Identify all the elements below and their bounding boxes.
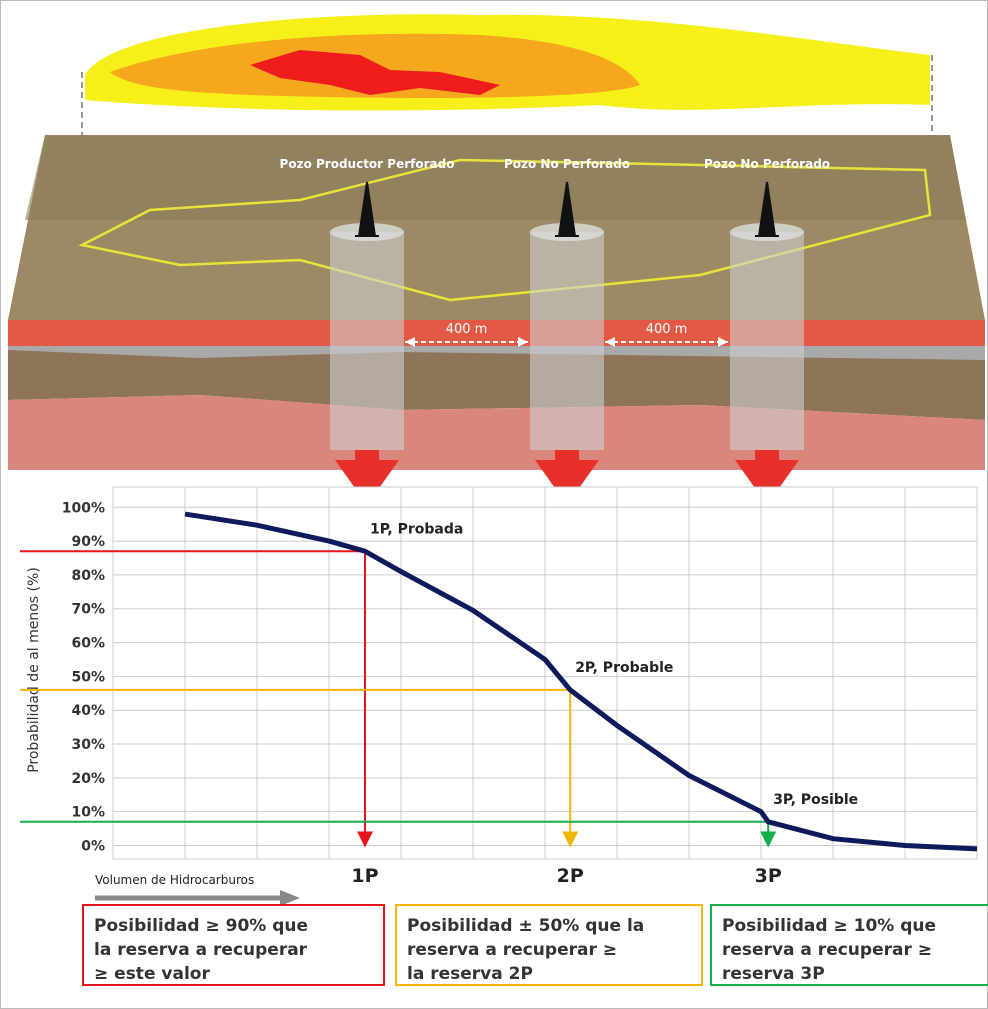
x-tick-label: 3P bbox=[755, 865, 782, 887]
derrick bbox=[355, 181, 379, 237]
marker-arrow bbox=[562, 831, 579, 848]
arrow-head bbox=[405, 337, 415, 347]
outline bbox=[78, 158, 932, 302]
curve bbox=[184, 511, 978, 852]
arrow-head bbox=[718, 337, 728, 347]
well-label: Pozo No Perforado bbox=[504, 157, 630, 171]
wells: Pozo Productor Perforado Pozo No Perforad… bbox=[280, 157, 830, 505]
spacing-label: 400 m bbox=[646, 322, 688, 337]
annotation: 2P, Probable bbox=[575, 660, 673, 676]
box-line: Posibilidad ≥ 10% que bbox=[722, 916, 937, 936]
annotation: 3P, Posible bbox=[773, 792, 858, 808]
map-core bbox=[250, 50, 500, 95]
well-label: Pozo No Perforado bbox=[704, 157, 830, 171]
down-arrow bbox=[735, 450, 799, 505]
box-line: ≥ este valor bbox=[94, 964, 210, 984]
down-arrow bbox=[335, 450, 399, 505]
y-tick-label: 80% bbox=[71, 568, 105, 584]
y-tick-label: 10% bbox=[71, 805, 105, 821]
well-cylinder bbox=[530, 232, 604, 450]
well-label: Pozo Productor Perforado bbox=[280, 157, 455, 171]
down-arrow bbox=[535, 450, 599, 505]
arrow-head bbox=[605, 337, 615, 347]
box-line: reserva 3P bbox=[722, 964, 825, 984]
y-tick-label: 0% bbox=[81, 838, 105, 854]
spacing-label: 400 m bbox=[446, 322, 488, 337]
y-tick-label: 20% bbox=[71, 771, 105, 787]
y-axis-title: Probabilidad de al menos (%) bbox=[26, 567, 42, 773]
explanation-box: Posibilidad ± 50% que la reserva a recupe… bbox=[395, 904, 703, 986]
y-tick-label: 50% bbox=[71, 669, 105, 685]
box-line: Posibilidad ≥ 90% que bbox=[94, 916, 309, 936]
derrick bbox=[755, 181, 779, 237]
explanation-box: Posibilidad ≥ 90% que la reserva a recupe… bbox=[82, 904, 385, 986]
terrain-shade bbox=[25, 135, 965, 220]
box-line: Posibilidad ± 50% que la bbox=[407, 916, 645, 936]
well-cylinder bbox=[730, 232, 804, 450]
box-line: reserva a recuperar ≥ bbox=[722, 940, 933, 960]
box-line: la reserva a recuperar bbox=[94, 940, 308, 960]
y-tick-label: 100% bbox=[62, 500, 105, 516]
y-tick-label: 70% bbox=[71, 602, 105, 618]
derrick bbox=[555, 181, 579, 237]
explanation-box: Posibilidad ≥ 10% que reserva a recuperar… bbox=[710, 904, 988, 986]
annotation: 1P, Probada bbox=[370, 521, 463, 537]
x-tick-label: 2P bbox=[557, 865, 584, 887]
y-tick-label: 30% bbox=[71, 737, 105, 753]
box-line: la reserva 2P bbox=[407, 964, 533, 984]
y-tick-label: 90% bbox=[71, 534, 105, 550]
y-tick-label: 40% bbox=[71, 703, 105, 719]
well-cylinder bbox=[330, 232, 404, 450]
marker-arrow bbox=[760, 831, 777, 848]
chart bbox=[112, 486, 978, 860]
marker-arrow bbox=[357, 831, 373, 848]
y-tick-label: 60% bbox=[71, 636, 105, 652]
box-line: reserva a recuperar ≥ bbox=[407, 940, 618, 960]
x-tick-label: 1P bbox=[351, 865, 378, 887]
x-axis-arrow-head bbox=[280, 890, 300, 906]
arrow-head bbox=[518, 337, 528, 347]
x-axis-title: Volumen de Hidrocarburos bbox=[95, 873, 254, 887]
